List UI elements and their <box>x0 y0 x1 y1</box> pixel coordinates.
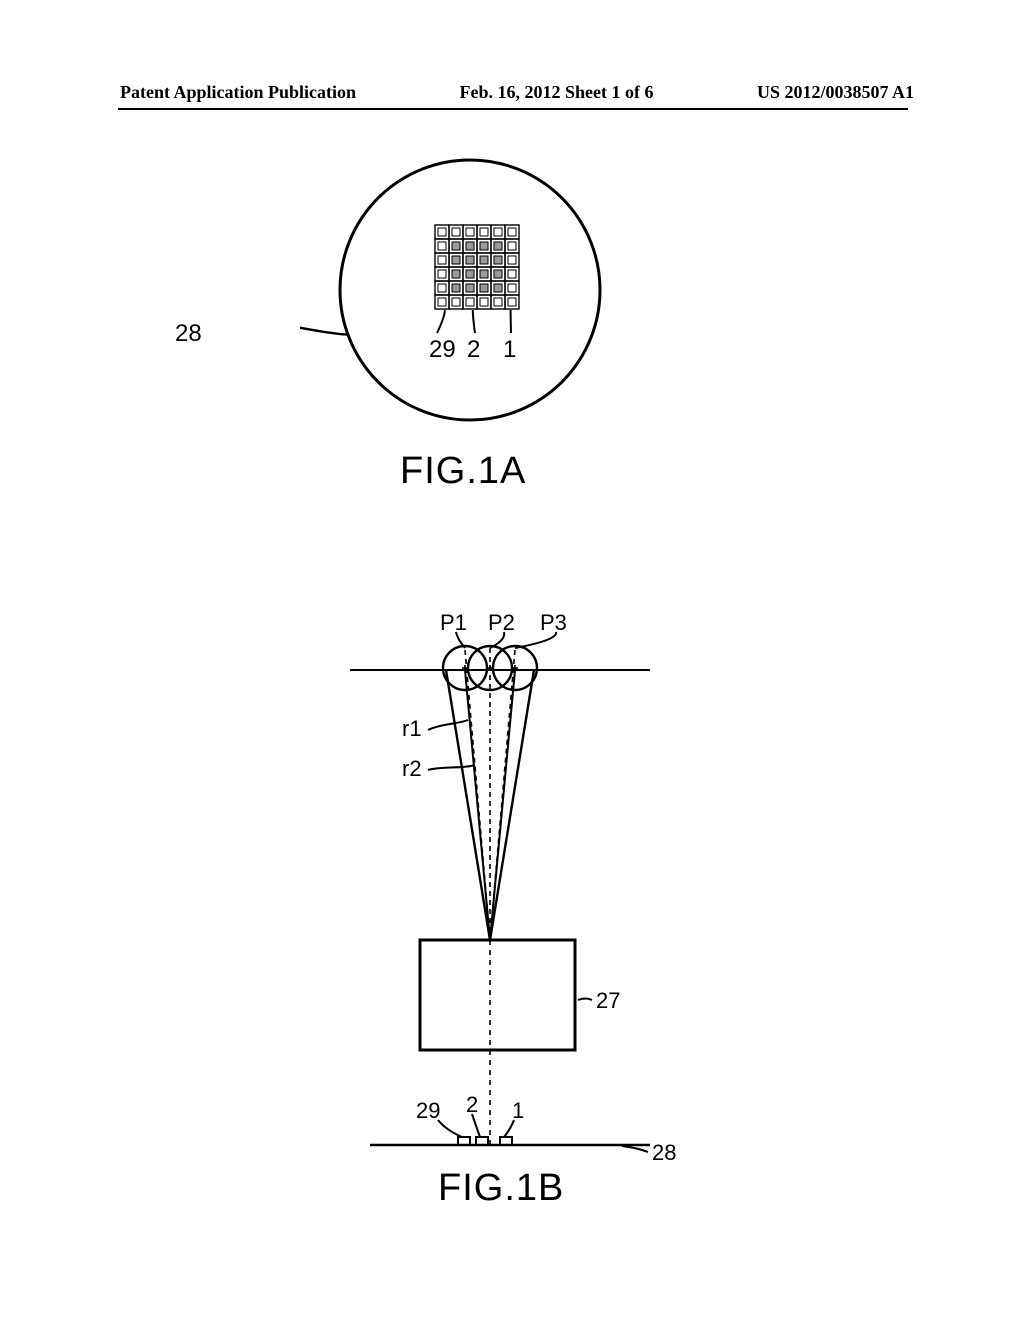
ref-2-a: 2 <box>467 336 480 363</box>
svg-text:29: 29 <box>416 1098 440 1123</box>
header-left: Patent Application Publication <box>120 82 356 103</box>
header-center: Feb. 16, 2012 Sheet 1 of 6 <box>460 82 654 103</box>
page: Patent Application Publication Feb. 16, … <box>0 0 1024 1320</box>
ref-28-a-text: 28 <box>175 320 202 347</box>
svg-text:r1: r1 <box>402 716 422 741</box>
svg-text:P2: P2 <box>488 610 515 635</box>
svg-text:28: 28 <box>652 1140 676 1165</box>
fig1a-label-text: FIG.1A <box>400 450 526 492</box>
header-rule <box>118 108 908 110</box>
svg-text:FIG.1B: FIG.1B <box>438 1167 564 1209</box>
svg-text:r2: r2 <box>402 756 422 781</box>
fig1b: P1 P2 P3 r1 r2 27 29 2 1 28 FIG.1B <box>290 590 730 1230</box>
svg-text:P3: P3 <box>540 610 567 635</box>
header-right: US 2012/0038507 A1 <box>757 82 914 103</box>
page-header: Patent Application Publication Feb. 16, … <box>0 82 1024 103</box>
ref-28-a: 28 <box>175 320 202 348</box>
ref-1-a: 1 <box>503 336 516 363</box>
fig1a-label: FIG.1A <box>400 450 526 493</box>
svg-text:P1: P1 <box>440 610 467 635</box>
svg-text:1: 1 <box>512 1098 524 1123</box>
svg-text:27: 27 <box>596 988 620 1013</box>
ref-29-a: 29 <box>429 336 456 363</box>
svg-text:2: 2 <box>466 1092 478 1117</box>
